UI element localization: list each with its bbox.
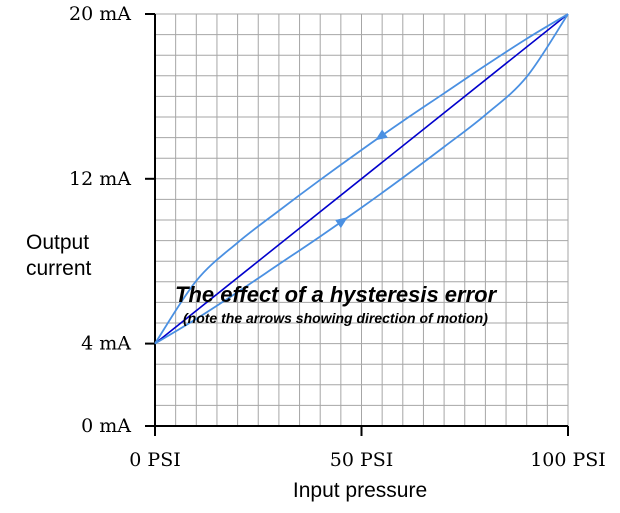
x-axis-title: Input pressure: [293, 479, 427, 502]
annotation: The effect of a hysteresis error (note t…: [175, 282, 498, 326]
direction-arrow-decreasing: [375, 129, 388, 141]
x-tick-label: 100 PSI: [530, 449, 606, 471]
series: [154, 13, 569, 345]
axes: [145, 13, 569, 436]
y-tick-label: 12 mA: [69, 168, 131, 190]
x-tick-label: 50 PSI: [330, 449, 394, 471]
direction-arrow-increasing: [335, 217, 348, 229]
grid: [154, 13, 569, 427]
y-tick-label: 4 mA: [81, 333, 131, 355]
tick-labels: 0 mA 4 mA 12 mA 20 mA 0 PSI 50 PSI 100 PSI: [69, 3, 606, 471]
series-line-decreasing: [154, 13, 569, 345]
series-line-increasing: [154, 13, 569, 345]
x-tick-label: 0 PSI: [129, 449, 180, 471]
annotation-title: The effect of a hysteresis error: [175, 282, 498, 307]
series-line-ideal: [154, 13, 569, 345]
annotation-subtitle: (note the arrows showing direction of mo…: [183, 310, 488, 326]
y-tick-label: 0 mA: [81, 415, 131, 437]
y-tick-label: 20 mA: [69, 3, 131, 25]
y-axis-title: Output current: [26, 231, 92, 280]
